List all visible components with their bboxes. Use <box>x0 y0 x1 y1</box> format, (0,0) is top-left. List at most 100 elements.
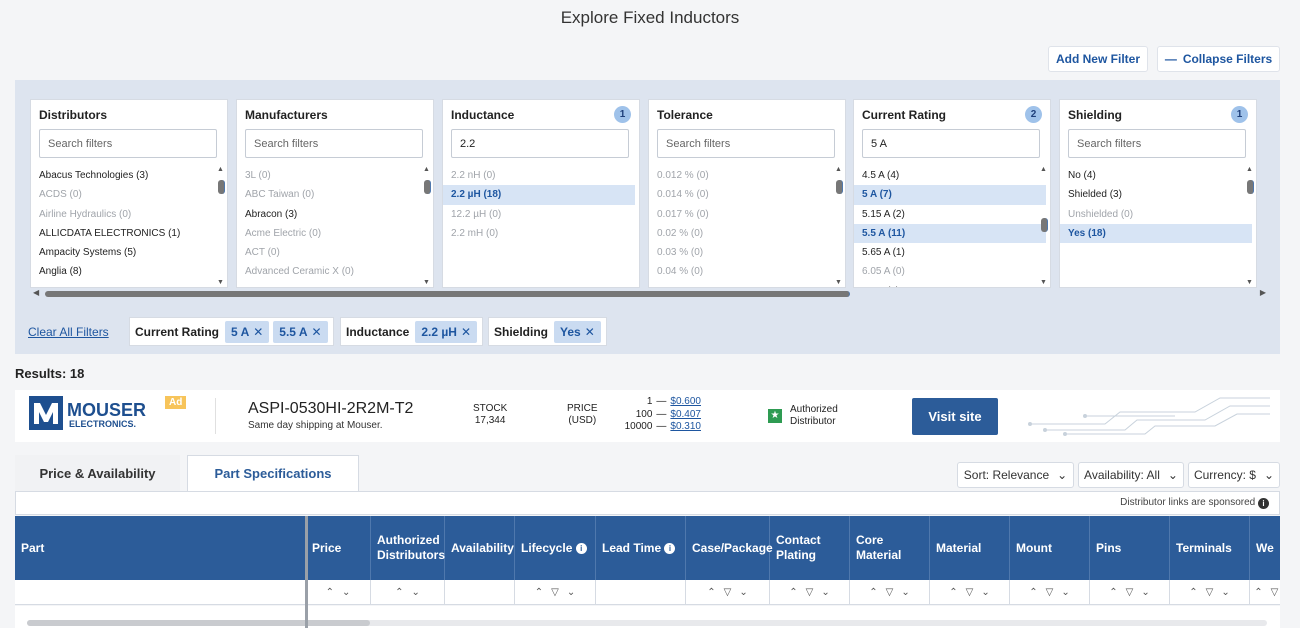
column-splitter[interactable] <box>305 516 308 628</box>
scroll-up-icon[interactable]: ▲ <box>217 166 224 173</box>
scroll-up-icon[interactable]: ▲ <box>1246 166 1253 173</box>
sort-desc-icon[interactable]: ⌄ <box>1061 587 1070 598</box>
sort-asc-icon[interactable]: ⌃ <box>325 587 334 598</box>
info-icon[interactable]: i <box>575 542 587 554</box>
column-header-availability[interactable]: Availability <box>445 516 515 580</box>
filter-option[interactable]: 3L (0) <box>245 170 271 181</box>
filter-option[interactable]: 2.2 µH (18) <box>443 185 635 205</box>
filter-option[interactable]: 2.2 nH (0) <box>451 170 496 181</box>
scroll-up-icon[interactable]: ▲ <box>423 166 430 173</box>
active-filter-tag[interactable]: 5 A ✕ <box>225 320 270 343</box>
close-icon[interactable]: ✕ <box>311 324 322 339</box>
filter-option[interactable]: ABC Taiwan (0) <box>245 189 315 201</box>
ad-part-number[interactable]: ASPI-0530HI-2R2M-T2 <box>248 400 414 417</box>
scroll-thumb[interactable] <box>424 180 431 194</box>
sort-desc-icon[interactable]: ⌄ <box>739 587 748 598</box>
table-scroll-thumb[interactable] <box>27 620 370 626</box>
filter-option[interactable]: Abracon (3) <box>245 208 298 220</box>
filter-option[interactable]: 5.5 A (11) <box>854 223 1046 244</box>
sort-dropdown[interactable]: Sort: Relevance ⌄ <box>957 462 1074 488</box>
scroll-right-icon[interactable]: ▶ <box>1259 288 1266 297</box>
availability-dropdown[interactable]: Availability: All ⌄ <box>1078 462 1184 488</box>
scroll-thumb[interactable] <box>836 180 843 194</box>
sort-desc-icon[interactable]: ⌄ <box>821 587 830 598</box>
currency-dropdown[interactable]: Currency: $ ⌄ <box>1188 462 1280 488</box>
filter-option[interactable]: Yes (18) <box>1060 223 1252 244</box>
filter-scrollbar[interactable]: ▲ ▼ <box>217 166 225 286</box>
scroll-thumb[interactable] <box>1247 180 1254 194</box>
sort-asc-icon[interactable]: ⌃ <box>1189 587 1198 598</box>
collapse-filters-button[interactable]: — Collapse Filters <box>1157 46 1280 72</box>
price-link[interactable]: $0.310 <box>670 421 701 432</box>
scroll-down-icon[interactable]: ▼ <box>217 279 224 286</box>
filter-option[interactable]: Unshielded (0) <box>1068 208 1134 220</box>
filter-option[interactable]: 12.2 µH (0) <box>451 208 502 220</box>
scroll-left-icon[interactable]: ◀ <box>33 288 40 297</box>
filter-icon[interactable]: ▽ <box>965 587 974 598</box>
sort-asc-icon[interactable]: ⌃ <box>534 587 544 598</box>
close-icon[interactable]: ✕ <box>460 324 472 339</box>
sort-desc-icon[interactable]: ⌄ <box>981 587 990 598</box>
filter-search-input[interactable] <box>862 129 1040 158</box>
sort-desc-icon[interactable]: ⌄ <box>901 587 910 598</box>
filter-scrollbar[interactable]: ▲ ▼ <box>423 166 431 286</box>
clear-all-filters-link[interactable]: Clear All Filters <box>28 325 109 339</box>
filter-option[interactable]: 0.03 % (0) <box>657 247 704 259</box>
filter-option[interactable]: Advanced Ceramic X (0) <box>245 266 354 278</box>
info-icon[interactable]: i <box>1258 498 1269 509</box>
column-header-pins[interactable]: Pins <box>1090 516 1170 580</box>
column-header-lifecycle[interactable]: Lifecycle i <box>515 516 596 580</box>
sort-asc-icon[interactable]: ⌃ <box>1254 587 1263 598</box>
filter-scrollbar[interactable]: ▲ ▼ <box>1246 166 1254 286</box>
filter-option[interactable]: ALLICDATA ELECTRONICS (1) <box>39 227 181 239</box>
close-icon[interactable]: ✕ <box>253 324 264 339</box>
filter-icon[interactable]: ▽ <box>551 587 559 598</box>
scroll-thumb[interactable] <box>45 291 850 297</box>
filter-scrollbar[interactable]: ▲ ▼ <box>1040 166 1048 286</box>
active-filter-tag[interactable]: Yes ✕ <box>554 320 601 343</box>
column-header-mount[interactable]: Mount <box>1010 516 1090 580</box>
filter-option[interactable]: Acme Electric (0) <box>245 227 322 239</box>
filter-option[interactable]: Shielded (3) <box>1068 189 1122 201</box>
scroll-thumb[interactable] <box>1041 218 1048 232</box>
filter-option[interactable]: 6.05 A (0) <box>862 266 905 278</box>
filter-icon[interactable]: ▽ <box>1045 587 1054 598</box>
filter-scrollbar[interactable]: ▲ ▼ <box>835 166 843 286</box>
column-header-core-material[interactable]: Core Material <box>850 516 930 580</box>
filter-option[interactable]: Airline Hydraulics (0) <box>39 208 132 220</box>
scroll-up-icon[interactable]: ▲ <box>1040 166 1047 173</box>
column-header-case-package[interactable]: Case/Package <box>686 516 773 580</box>
tab-price-availability[interactable]: Price & Availability <box>15 455 180 491</box>
filter-option[interactable]: 0.014 % (0) <box>657 189 709 201</box>
filter-icon[interactable]: ▽ <box>805 587 814 598</box>
filter-icon[interactable]: ▽ <box>1125 587 1134 598</box>
sort-desc-icon[interactable]: ⌄ <box>1221 587 1230 598</box>
sort-asc-icon[interactable]: ⌃ <box>395 587 404 598</box>
sort-desc-icon[interactable]: ⌄ <box>411 587 420 598</box>
scroll-down-icon[interactable]: ▼ <box>423 279 430 286</box>
scroll-thumb[interactable] <box>218 180 225 194</box>
column-header-price[interactable]: Price <box>306 516 371 580</box>
tab-part-specifications[interactable]: Part Specifications <box>187 455 359 491</box>
filter-option[interactable]: 0.04 % (0) <box>657 266 704 278</box>
sort-asc-icon[interactable]: ⌃ <box>789 587 798 598</box>
sort-desc-icon[interactable]: ⌄ <box>566 587 576 598</box>
price-link[interactable]: $0.600 <box>670 396 701 407</box>
filter-icon[interactable]: ▽ <box>885 587 894 598</box>
sort-asc-icon[interactable]: ⌃ <box>707 587 716 598</box>
active-filter-tag[interactable]: 5.5 A ✕ <box>273 320 328 343</box>
filter-option[interactable]: Abacus Technologies (3) <box>39 170 149 181</box>
price-link[interactable]: $0.407 <box>670 408 701 420</box>
scroll-down-icon[interactable]: ▼ <box>835 279 842 286</box>
mouser-logo[interactable]: MOUSER ELECTRONICS. <box>29 396 147 430</box>
table-scrollbar[interactable] <box>27 620 1267 626</box>
filter-option[interactable]: 6.5 A (8) <box>854 282 1046 287</box>
visit-site-button[interactable]: Visit site <box>912 398 998 435</box>
info-icon[interactable]: i <box>664 542 676 554</box>
filter-icon[interactable]: ▽ <box>1270 587 1279 598</box>
filter-option[interactable]: 0.02 % (0) <box>657 227 704 239</box>
filter-option[interactable]: ACT (0) <box>245 247 280 259</box>
filter-option[interactable]: 4.5 A (4) <box>862 170 900 181</box>
filters-horizontal-scrollbar[interactable]: ◀ ▶ <box>31 288 1266 298</box>
sort-asc-icon[interactable]: ⌃ <box>1109 587 1118 598</box>
